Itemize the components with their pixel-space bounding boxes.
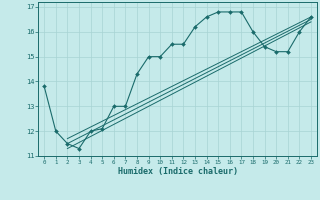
X-axis label: Humidex (Indice chaleur): Humidex (Indice chaleur) [118,167,238,176]
